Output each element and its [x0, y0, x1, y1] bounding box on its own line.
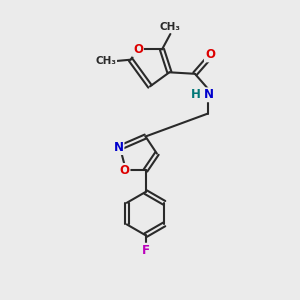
Text: CH₃: CH₃ — [95, 56, 116, 66]
Text: O: O — [205, 48, 215, 62]
Text: O: O — [133, 43, 143, 56]
Text: F: F — [142, 244, 149, 257]
Text: N: N — [113, 141, 124, 154]
Text: O: O — [119, 164, 130, 177]
Text: H: H — [191, 88, 201, 101]
Text: N: N — [204, 88, 214, 101]
Text: CH₃: CH₃ — [160, 22, 181, 32]
